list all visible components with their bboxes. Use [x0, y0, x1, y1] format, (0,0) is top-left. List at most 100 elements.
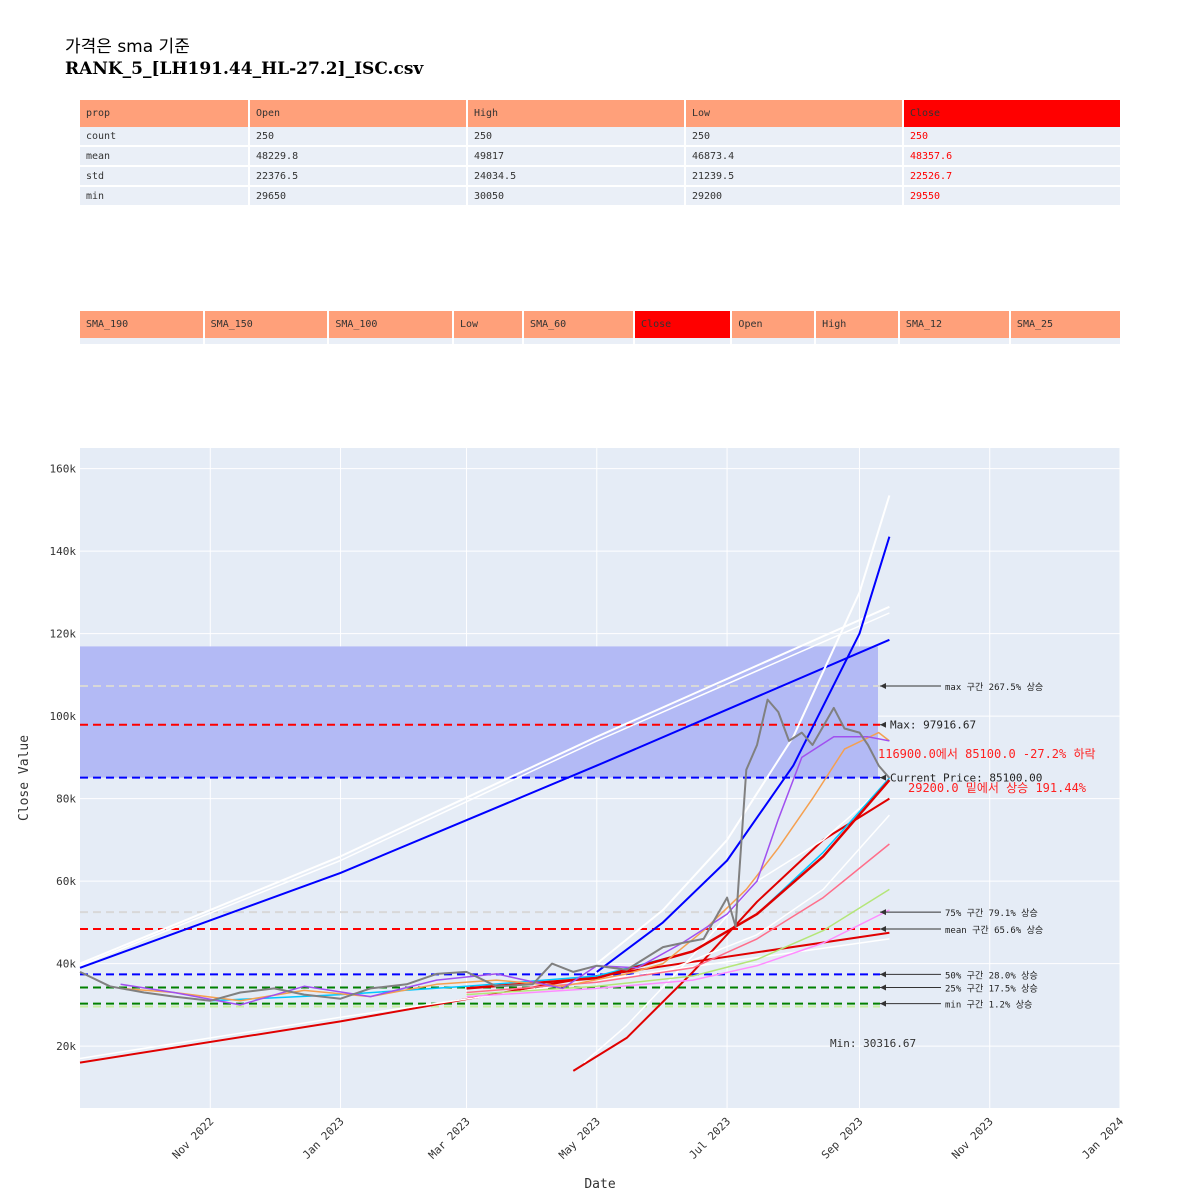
x-tick-label: Jan 2023 [300, 1115, 347, 1162]
x-tick-label: Jul 2023 [687, 1115, 734, 1162]
table-cell: 49817 [467, 147, 684, 167]
sma-header-cell: SMA_190 [80, 311, 203, 338]
table-cell: 250 [249, 127, 466, 147]
arrow-head [880, 721, 886, 728]
table-cell: std [80, 167, 248, 187]
sma-header-cell: Open [732, 311, 815, 338]
table-cell [1010, 338, 1120, 346]
annotation-label: 25% 구간 17.5% 상승 [945, 984, 1038, 995]
arrow-head [880, 971, 886, 978]
table-cell: count [80, 127, 248, 147]
series-line [79, 612, 890, 967]
table-cell [899, 338, 1009, 346]
x-tick-label: Jan 2024 [1079, 1115, 1126, 1162]
series-line [466, 909, 890, 998]
table-cell [329, 338, 452, 346]
title-line-2: RANK_5_[LH191.44_HL-27.2]_ISC.csv [65, 59, 424, 79]
stats-header-cell: prop [80, 100, 248, 127]
table-cell: 29200 [685, 187, 902, 207]
y-axis-label: Close Value [17, 735, 32, 821]
table-cell-close: 29550 [903, 187, 1120, 207]
price-band [80, 646, 878, 778]
table-cell: 30050 [467, 187, 684, 207]
series-line [79, 698, 891, 1002]
table-cell: 21239.5 [685, 167, 902, 187]
x-tick-label: Sep 2023 [819, 1115, 866, 1162]
stats-header-cell: High [467, 100, 684, 127]
y-tick-label: 140k [50, 545, 77, 558]
stats-table: prop Open High Low Close count 250 250 2… [78, 100, 1122, 207]
y-tick-label: 60k [56, 875, 76, 888]
stats-header-row: prop Open High Low Close [80, 100, 1120, 127]
annotation-label: mean 구간 65.6% 상승 [945, 925, 1043, 936]
annotations: max 구간 267.5% 상승 Max: 97916.67 Current Pri… [880, 682, 1043, 1011]
sma-header-cell: High [816, 311, 898, 338]
table-cell [80, 338, 203, 346]
table-row: std 22376.5 24034.5 21239.5 22526.7 [80, 167, 1120, 187]
x-axis-label: Date [584, 1177, 615, 1192]
annotation-label: min 구간 1.2% 상승 [945, 1000, 1032, 1011]
sma-header-cell: SMA_100 [329, 311, 452, 338]
arrow-head [880, 925, 886, 932]
table-cell [204, 338, 328, 346]
y-tick-label: 80k [56, 793, 76, 806]
x-tick-label: Mar 2023 [426, 1115, 473, 1162]
series-line [596, 536, 891, 973]
arrow-head [880, 984, 886, 991]
y-tick-label: 120k [50, 628, 77, 641]
sma-header-cell: SMA_60 [524, 311, 634, 338]
table-cell-close: 250 [903, 127, 1120, 147]
series-line [120, 731, 890, 1002]
table-cell: 48229.8 [249, 147, 466, 167]
table-row: count 250 250 250 250 [80, 127, 1120, 147]
series-line [120, 736, 890, 1006]
table-cell: min [80, 187, 248, 207]
y-tick-label: 20k [56, 1040, 76, 1053]
grid [80, 448, 1121, 1108]
table-cell: mean [80, 147, 248, 167]
sma-header-cell: SMA_12 [899, 311, 1009, 338]
table-cell: 29650 [249, 187, 466, 207]
sma-header-cell-close: Close [635, 311, 731, 338]
table-cell: 250 [467, 127, 684, 147]
table-row: min 29650 30050 29200 29550 [80, 187, 1120, 207]
sma-header-row: SMA_190 SMA_150 SMA_100 Low SMA_60 Close… [80, 311, 1120, 338]
annotation-label: 50% 구간 28.0% 상승 [945, 970, 1038, 981]
arrow-head [880, 774, 886, 781]
series-line [583, 781, 890, 1064]
annotation-label: max 구간 267.5% 상승 [945, 682, 1043, 693]
y-tick-label: 40k [56, 958, 76, 971]
y-tick-label: 160k [50, 463, 77, 476]
min-label: Min: 30316.67 [830, 1037, 916, 1050]
table-cell [816, 338, 898, 346]
reference-lines [80, 685, 880, 1008]
table-cell: 46873.4 [685, 147, 902, 167]
arrow-head [880, 1000, 886, 1007]
series-line [662, 814, 890, 973]
annotation-label: Current Price: 85100.00 [890, 772, 1042, 785]
arrow-head [880, 909, 886, 916]
arrow-head [880, 683, 886, 690]
sma-header-cell: SMA_25 [1010, 311, 1120, 338]
table-cell: 22376.5 [249, 167, 466, 187]
sma-header-cell: SMA_150 [204, 311, 328, 338]
stats-header-cell: Open [249, 100, 466, 127]
table-cell: 250 [685, 127, 902, 147]
table-cell: 24034.5 [467, 167, 684, 187]
y-tick-label: 100k [50, 710, 77, 723]
table-cell-close: 22526.7 [903, 167, 1120, 187]
table-cell-close: 48357.6 [903, 147, 1120, 167]
table-cell [732, 338, 815, 346]
stats-header-cell: Low [685, 100, 902, 127]
sma-table: SMA_190 SMA_150 SMA_100 Low SMA_60 Close… [78, 311, 1122, 346]
drop-note: 116900.0에서 85100.0 -27.2% 하락 [878, 747, 1096, 761]
table-row: mean 48229.8 49817 46873.4 48357.6 [80, 147, 1120, 167]
chart-title: 가격은 sma 기준 RANK_5_[LH191.44_HL-27.2]_ISC… [65, 32, 423, 79]
series-lines [79, 495, 891, 1072]
series-line [79, 638, 890, 969]
table-cell [635, 338, 731, 346]
table-cell [524, 338, 634, 346]
series-line [572, 797, 890, 1072]
series-line [466, 888, 890, 996]
